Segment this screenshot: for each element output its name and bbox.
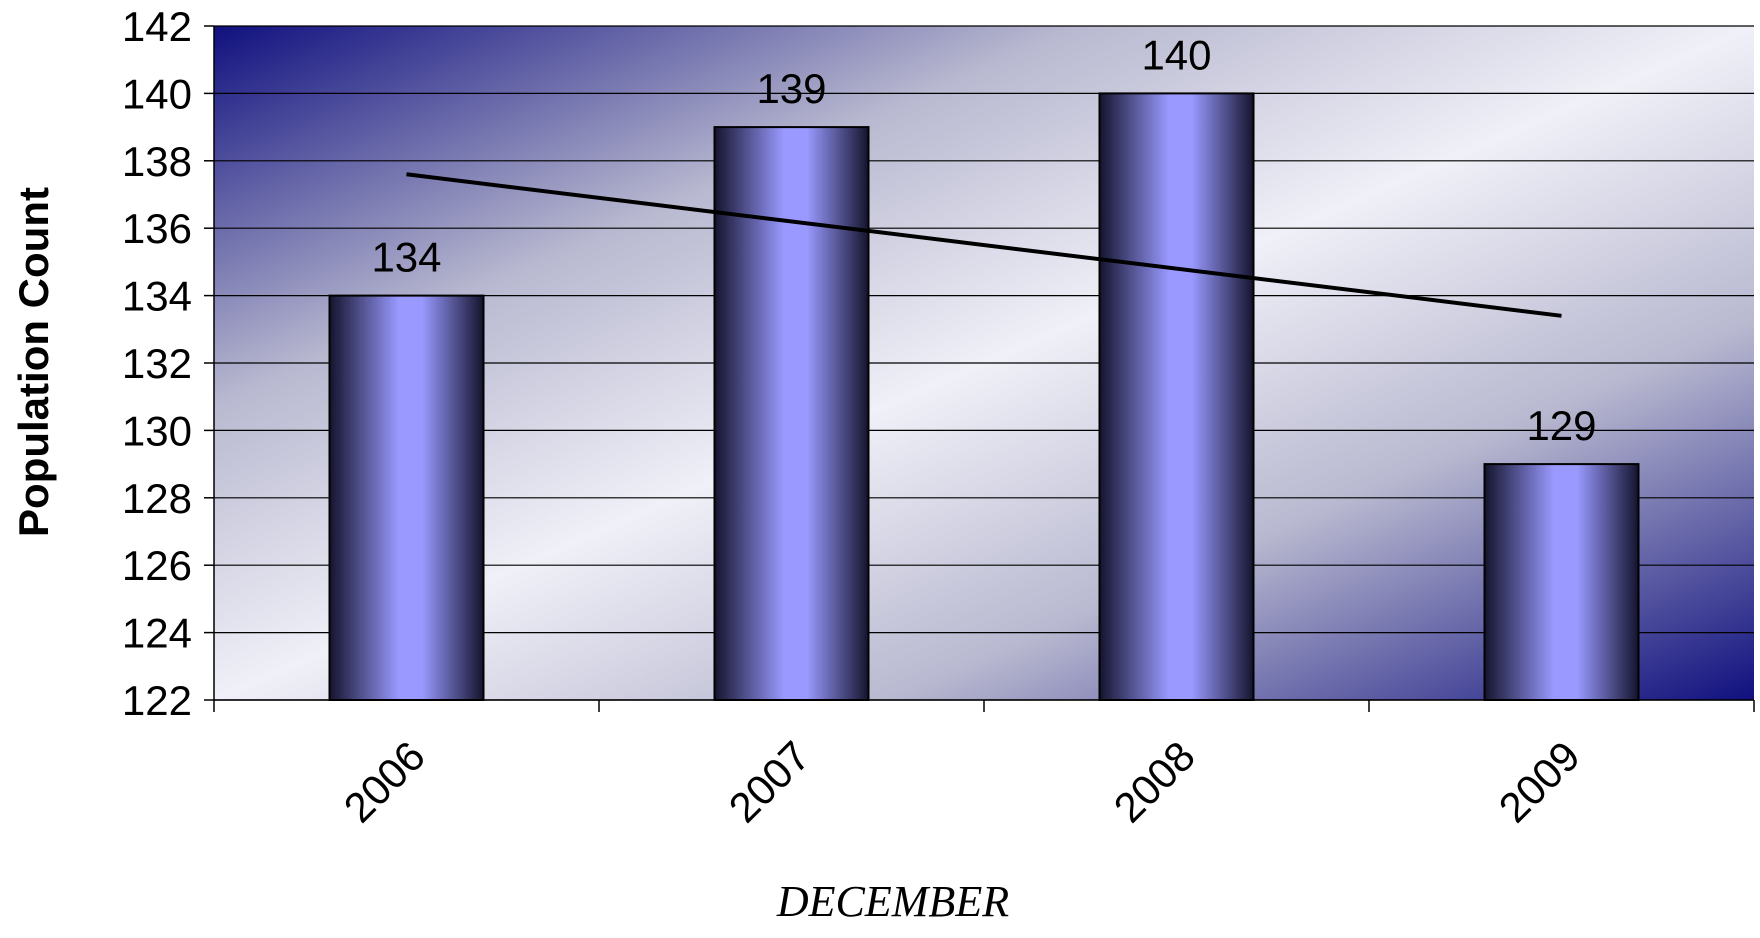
axes	[213, 26, 1755, 712]
trendline	[406, 172, 1562, 318]
y-tick-label: 124	[122, 610, 192, 657]
y-tick-label: 130	[122, 407, 192, 454]
y-axis-title: Population Count	[10, 187, 57, 537]
data-label: 139	[756, 65, 826, 112]
data-labels: 134 139 140 129	[371, 31, 1596, 449]
y-tick-label: 140	[122, 70, 192, 117]
y-tick-label: 122	[122, 677, 192, 724]
x-tick-label: 2006	[335, 732, 434, 831]
y-tick-label: 138	[122, 138, 192, 185]
x-tick-label: 2008	[1105, 732, 1204, 831]
y-tick-label: 134	[122, 273, 192, 320]
x-axis-title: DECEMBER	[776, 877, 1009, 926]
y-tick-label: 126	[122, 542, 192, 589]
y-tick-label: 132	[122, 340, 192, 387]
y-tick-label: 128	[122, 475, 192, 522]
y-tick-labels: 122 124 126 128 130 132 134 136 138 140 142	[122, 3, 192, 724]
data-label: 140	[1141, 31, 1211, 78]
bar	[1098, 92, 1255, 701]
y-tick-label: 142	[122, 3, 192, 50]
x-tick-label: 2007	[720, 732, 819, 831]
data-label: 129	[1526, 402, 1596, 449]
bar	[328, 294, 485, 701]
x-tick-label: 2009	[1490, 732, 1589, 831]
data-label: 134	[371, 234, 441, 281]
x-tick-labels: 2006 2007 2008 2009	[335, 732, 1589, 831]
y-tick-label: 136	[122, 205, 192, 252]
bar	[1483, 463, 1640, 701]
